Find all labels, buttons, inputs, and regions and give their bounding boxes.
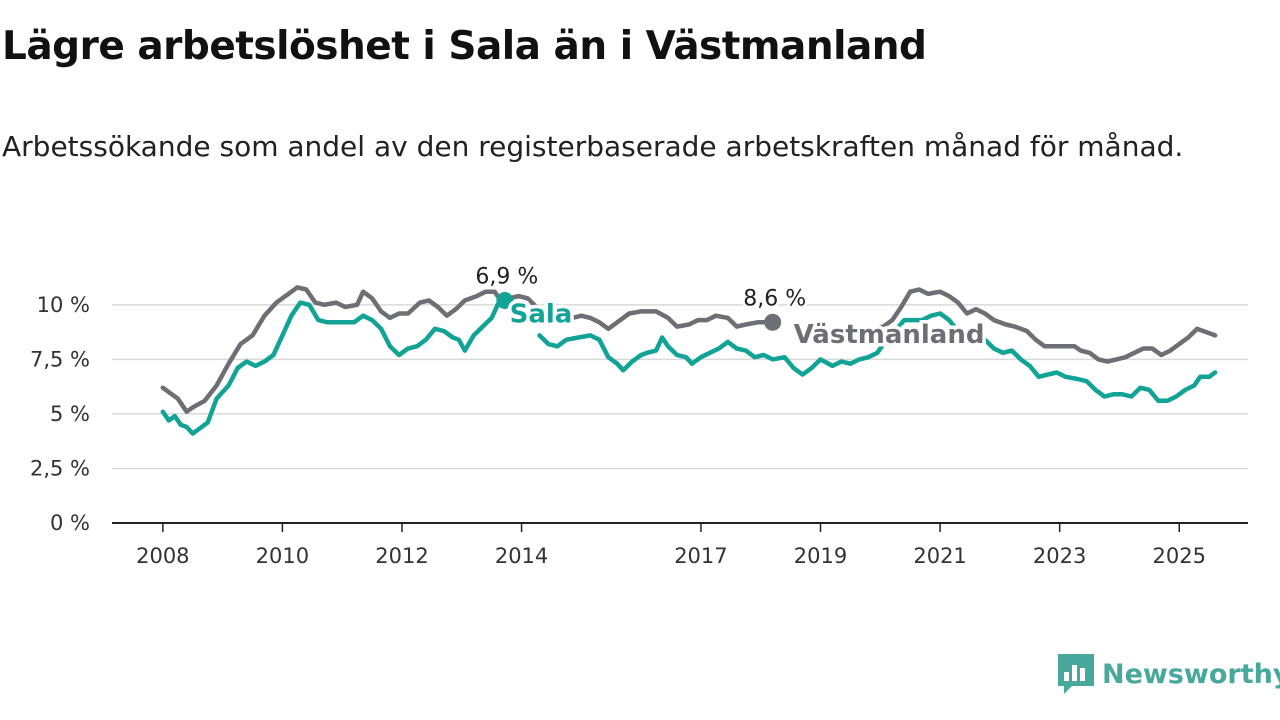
end-value-label-sala: 6,9 % bbox=[475, 264, 538, 289]
line-chart: 0 % 2,5 % 5 % 7,5 % 10 % 2008 2010 2012 2014 2017… bbox=[29, 264, 1248, 568]
x-tick-label: 2012 bbox=[375, 544, 428, 568]
series-label-v-stmanland: Västmanland bbox=[794, 320, 985, 350]
x-tick-label: 2021 bbox=[913, 544, 966, 568]
newsworthy-logo-icon bbox=[1058, 654, 1094, 694]
brand-logo: Newsworthy bbox=[1058, 654, 1280, 694]
series-line-v-stmanland bbox=[872, 287, 1218, 364]
brand-name: Newsworthy bbox=[1102, 658, 1280, 690]
y-tick-label: 7,5 % bbox=[30, 347, 90, 371]
page-subtitle: Arbetssökande som andel av den registerb… bbox=[2, 130, 1184, 163]
y-tick-label: 2,5 % bbox=[30, 456, 90, 480]
x-tick-label: 2008 bbox=[136, 544, 189, 568]
x-tick-label: 2014 bbox=[495, 544, 548, 568]
y-tick-label: 0 % bbox=[50, 511, 90, 535]
x-tick-label: 2025 bbox=[1153, 544, 1206, 568]
x-tick-label: 2010 bbox=[256, 544, 309, 568]
x-tick-label: 2019 bbox=[794, 544, 847, 568]
x-tick-label: 2017 bbox=[674, 544, 727, 568]
series-label-sala: Sala bbox=[510, 299, 573, 329]
series-line-sala bbox=[160, 298, 508, 436]
page-title: Lägre arbetslöshet i Sala än i Västmanla… bbox=[2, 24, 927, 69]
end-marker-v-stmanland bbox=[764, 313, 782, 331]
end-value-label-v-stmanland: 8,6 % bbox=[743, 286, 806, 311]
x-tick-label: 2023 bbox=[1033, 544, 1086, 568]
end-marker-sala bbox=[496, 291, 514, 309]
series-line-sala bbox=[537, 311, 1218, 404]
y-tick-label: 10 % bbox=[37, 293, 90, 317]
series-line-v-stmanland bbox=[160, 285, 775, 414]
y-tick-label: 5 % bbox=[50, 402, 90, 426]
